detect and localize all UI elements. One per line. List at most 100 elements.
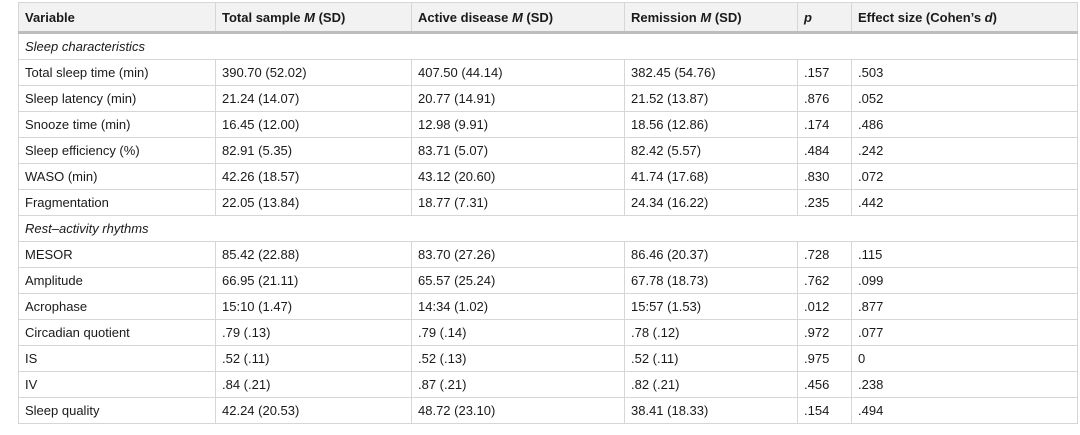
cell-variable: Sleep latency (min) [18,85,216,112]
cell-variable: Total sleep time (min) [18,59,216,86]
header-variable: Variable [18,2,216,34]
cell-variable: IS [18,345,216,372]
cell-total-sample: 390.70 (52.02) [215,59,412,86]
cell-total-sample: .52 (.11) [215,345,412,372]
cell-remission: .82 (.21) [624,371,798,398]
section-title: Sleep characteristics [18,32,1078,60]
table-row: Sleep latency (min) 21.24 (14.07) 20.77 (1… [18,85,1078,112]
table-row: Acrophase 15:10 (1.47) 14:34 (1.02) 15:57 (… [18,293,1078,320]
cell-remission: 67.78 (18.73) [624,267,798,294]
header-row: Variable Total sample M (SD) Active dise… [18,2,1078,34]
table-row: Fragmentation 22.05 (13.84) 18.77 (7.31) 24… [18,189,1078,216]
cell-effect-size: .099 [851,267,1078,294]
cell-p-value: .235 [797,189,852,216]
cell-effect-size: .052 [851,85,1078,112]
cell-p-value: .154 [797,397,852,424]
cell-variable: MESOR [18,241,216,268]
cell-remission: .52 (.11) [624,345,798,372]
cell-effect-size: .877 [851,293,1078,320]
cell-active-disease: 18.77 (7.31) [411,189,625,216]
cell-total-sample: 42.24 (20.53) [215,397,412,424]
table-row: Snooze time (min) 16.45 (12.00) 12.98 (9.9… [18,111,1078,138]
cell-active-disease: 65.57 (25.24) [411,267,625,294]
table-row: Circadian quotient .79 (.13) .79 (.14) .78 … [18,319,1078,346]
cell-active-disease: 83.70 (27.26) [411,241,625,268]
cell-remission: 82.42 (5.57) [624,137,798,164]
table-row: IV .84 (.21) .87 (.21) .82 (.21) .456.238 [18,371,1078,398]
table-row: Amplitude 66.95 (21.11) 65.57 (25.24) 67.78… [18,267,1078,294]
cell-p-value: .762 [797,267,852,294]
cell-effect-size: .072 [851,163,1078,190]
cell-p-value: .012 [797,293,852,320]
header-p-value: p [797,2,852,34]
cell-variable: Acrophase [18,293,216,320]
cell-total-sample: 22.05 (13.84) [215,189,412,216]
table-body: Sleep characteristics Total sleep time (m… [18,32,1078,424]
cell-remission: 21.52 (13.87) [624,85,798,112]
cell-remission: 382.45 (54.76) [624,59,798,86]
cell-p-value: .728 [797,241,852,268]
cell-effect-size: .503 [851,59,1078,86]
cell-variable: Fragmentation [18,189,216,216]
cell-p-value: .972 [797,319,852,346]
cell-total-sample: 16.45 (12.00) [215,111,412,138]
cell-remission: 15:57 (1.53) [624,293,798,320]
cell-remission: 18.56 (12.86) [624,111,798,138]
table-row: Sleep quality 42.24 (20.53) 48.72 (23.10) 3… [18,397,1078,424]
header-remission: Remission M (SD) [624,2,798,34]
cell-active-disease: 12.98 (9.91) [411,111,625,138]
cell-effect-size: .486 [851,111,1078,138]
cell-active-disease: 20.77 (14.91) [411,85,625,112]
header-total-sample: Total sample M (SD) [215,2,412,34]
results-table: Variable Total sample M (SD) Active dise… [18,2,1078,424]
cell-active-disease: 83.71 (5.07) [411,137,625,164]
cell-remission: 38.41 (18.33) [624,397,798,424]
cell-effect-size: .115 [851,241,1078,268]
cell-variable: IV [18,371,216,398]
cell-effect-size: .442 [851,189,1078,216]
cell-total-sample: 21.24 (14.07) [215,85,412,112]
header-active-disease: Active disease M (SD) [411,2,625,34]
cell-remission: 41.74 (17.68) [624,163,798,190]
cell-effect-size: .077 [851,319,1078,346]
cell-effect-size: .494 [851,397,1078,424]
cell-p-value: .174 [797,111,852,138]
cell-variable: Circadian quotient [18,319,216,346]
cell-effect-size: 0 [851,345,1078,372]
cell-variable: Sleep quality [18,397,216,424]
cell-total-sample: 42.26 (18.57) [215,163,412,190]
cell-remission: 86.46 (20.37) [624,241,798,268]
header-effect-size: Effect size (Cohen’s d) [851,2,1078,34]
cell-effect-size: .242 [851,137,1078,164]
cell-p-value: .830 [797,163,852,190]
table-container: Variable Total sample M (SD) Active dise… [18,2,1078,424]
table-row: WASO (min) 42.26 (18.57) 43.12 (20.60) 41.7… [18,163,1078,190]
table-row: IS .52 (.11) .52 (.13) .52 (.11) .975 0 [18,345,1078,372]
cell-p-value: .484 [797,137,852,164]
cell-p-value: .157 [797,59,852,86]
cell-effect-size: .238 [851,371,1078,398]
cell-active-disease: .52 (.13) [411,345,625,372]
section-title: Rest–activity rhythms [18,215,1078,242]
cell-total-sample: 66.95 (21.11) [215,267,412,294]
cell-p-value: .876 [797,85,852,112]
cell-total-sample: 15:10 (1.47) [215,293,412,320]
section-header-row: Rest–activity rhythms [18,215,1078,242]
table-row: MESOR 85.42 (22.88) 83.70 (27.26) 86.46 (20… [18,241,1078,268]
cell-active-disease: 407.50 (44.14) [411,59,625,86]
cell-p-value: .456 [797,371,852,398]
cell-total-sample: .79 (.13) [215,319,412,346]
cell-remission: 24.34 (16.22) [624,189,798,216]
cell-active-disease: 43.12 (20.60) [411,163,625,190]
table-row: Total sleep time (min) 390.70 (52.02) 407.… [18,59,1078,86]
table-row: Sleep efficiency (%) 82.91 (5.35) 83.71 (5… [18,137,1078,164]
cell-variable: Snooze time (min) [18,111,216,138]
cell-total-sample: 82.91 (5.35) [215,137,412,164]
cell-active-disease: .87 (.21) [411,371,625,398]
cell-active-disease: .79 (.14) [411,319,625,346]
cell-p-value: .975 [797,345,852,372]
cell-total-sample: .84 (.21) [215,371,412,398]
cell-active-disease: 48.72 (23.10) [411,397,625,424]
cell-variable: Amplitude [18,267,216,294]
cell-variable: WASO (min) [18,163,216,190]
